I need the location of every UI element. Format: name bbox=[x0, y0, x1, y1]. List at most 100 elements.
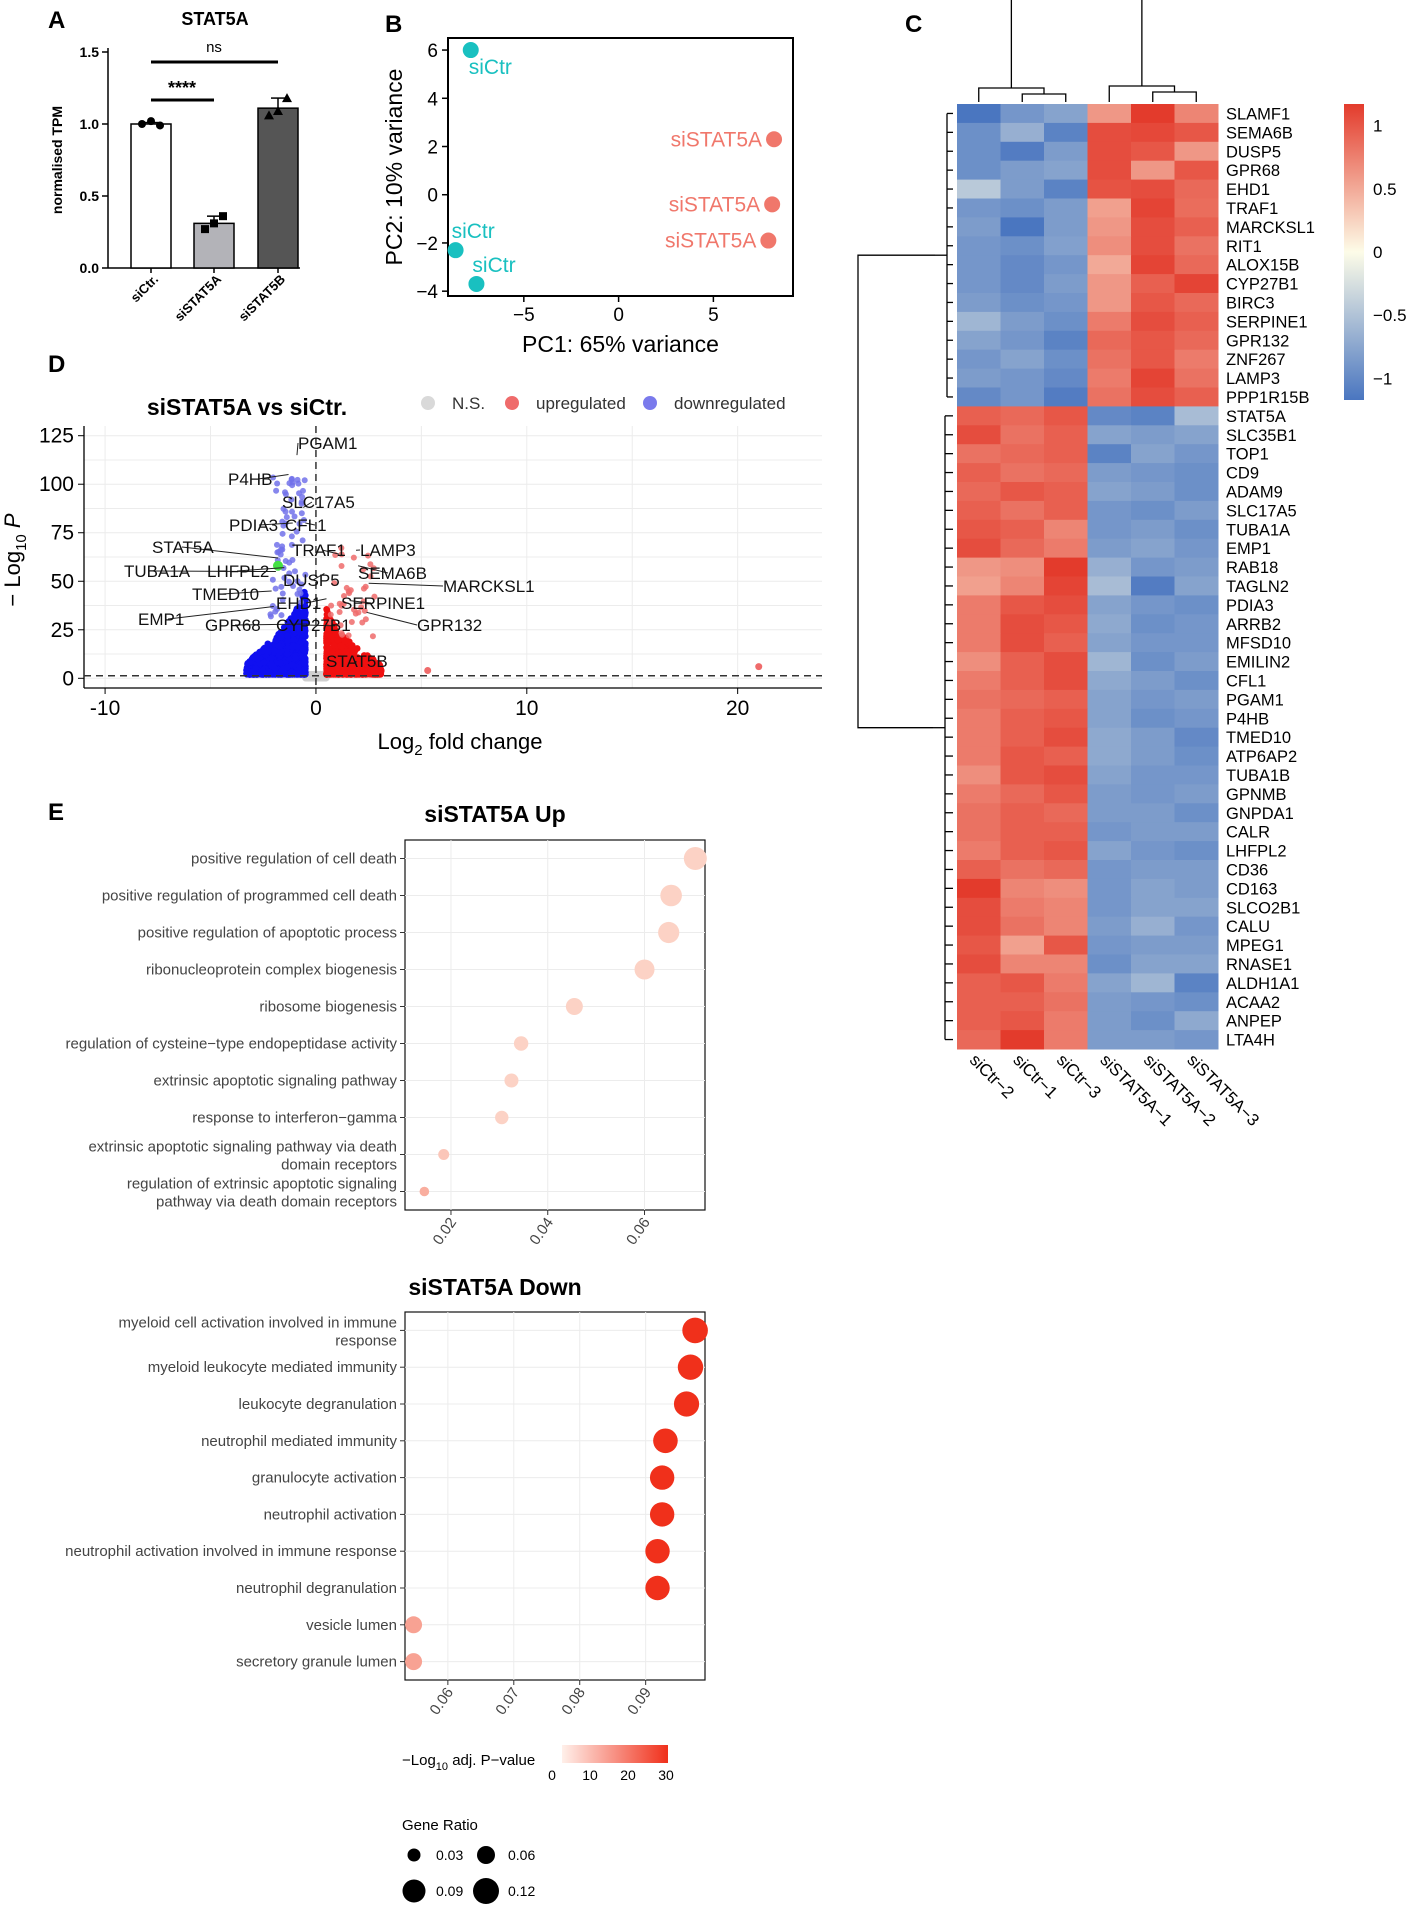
heatmap-cell bbox=[1131, 954, 1175, 974]
heatmap-cell bbox=[957, 425, 1001, 445]
heatmap-cell bbox=[1000, 387, 1045, 407]
y-tick-label: 6 bbox=[427, 41, 438, 62]
down-point bbox=[274, 605, 281, 612]
heatmap-cell bbox=[1131, 860, 1175, 880]
heatmap-cell bbox=[1000, 538, 1045, 559]
heatmap-cell bbox=[1087, 330, 1132, 351]
color-legend-title-part: −Log bbox=[402, 1752, 436, 1769]
heatmap-cell bbox=[957, 671, 1001, 691]
data-point bbox=[468, 275, 485, 292]
point-label: MARCKSL1 bbox=[443, 577, 535, 596]
heatmap-cell bbox=[1087, 841, 1132, 861]
y-tick-label: 0 bbox=[427, 186, 438, 207]
label-connector bbox=[221, 590, 272, 595]
heatmap-cell bbox=[1131, 765, 1175, 785]
term-label: pathway via death domain receptors bbox=[156, 1194, 397, 1211]
up-point bbox=[323, 605, 330, 613]
heatmap-cell bbox=[1087, 368, 1132, 388]
heatmap-cell bbox=[1131, 557, 1175, 577]
heatmap-cell bbox=[1174, 349, 1219, 370]
heatmap-cell bbox=[1131, 444, 1175, 464]
heatmap-cell bbox=[1087, 1030, 1132, 1050]
down-point bbox=[273, 487, 280, 494]
size-legend-title: Gene Ratio bbox=[402, 1817, 478, 1834]
up-point bbox=[323, 650, 330, 657]
term-label: regulation of extrinsic apoptotic signal… bbox=[127, 1176, 397, 1193]
size-legend-label: 0.03 bbox=[436, 1847, 463, 1863]
heatmap-cell bbox=[1087, 500, 1132, 521]
heatmap-cell bbox=[1000, 954, 1045, 974]
row-label: GPR132 bbox=[1226, 332, 1289, 350]
x-axis-label: PC1: 65% variance bbox=[522, 331, 719, 357]
down-point bbox=[283, 514, 290, 521]
heatmap-cell bbox=[1000, 822, 1045, 842]
up-point bbox=[364, 670, 371, 678]
point-label: TMED10 bbox=[192, 585, 259, 604]
heatmap-cell bbox=[957, 255, 1001, 275]
data-point bbox=[760, 232, 777, 249]
heatmap-cell bbox=[1000, 198, 1045, 218]
heatmap-cell bbox=[1000, 293, 1045, 313]
heatmap-cell bbox=[1174, 576, 1219, 596]
row-label: DUSP5 bbox=[1226, 143, 1281, 161]
label-connector bbox=[357, 565, 389, 574]
heatmap-cell bbox=[1131, 689, 1175, 710]
heatmap-cell bbox=[1000, 104, 1045, 124]
heatmap-cell bbox=[1087, 860, 1132, 880]
heatmap-cell bbox=[1000, 519, 1045, 540]
plot-frame bbox=[404, 1311, 706, 1681]
heatmap-cell bbox=[1087, 387, 1132, 407]
x-tick-label: 0 bbox=[310, 697, 322, 720]
up-point bbox=[371, 593, 378, 600]
size-legend-dot bbox=[477, 1846, 495, 1864]
point-label: GPR68 bbox=[205, 616, 261, 635]
heatmap-cell bbox=[1044, 425, 1088, 445]
down-point bbox=[288, 541, 295, 548]
heatmap-cell bbox=[957, 784, 1001, 804]
heatmap-cell bbox=[1087, 595, 1132, 615]
y-tick-label: 125 bbox=[39, 425, 74, 448]
heatmap-cell bbox=[1174, 671, 1219, 691]
heatmap-cell bbox=[1131, 822, 1175, 842]
down-point bbox=[269, 576, 276, 583]
column-dendrogram-branch bbox=[1108, 85, 1176, 102]
term-dot bbox=[658, 921, 680, 944]
down-point bbox=[292, 654, 299, 662]
column-dendrogram-branch bbox=[1021, 93, 1067, 102]
down-point bbox=[279, 530, 286, 537]
heatmap-cell bbox=[1044, 841, 1088, 861]
label-connector bbox=[366, 611, 418, 626]
label-connector bbox=[257, 474, 289, 480]
x-tick-label: 5 bbox=[708, 305, 719, 326]
heatmap-cell bbox=[1174, 916, 1219, 937]
term-dot bbox=[504, 1073, 519, 1088]
heatmap-cell bbox=[1131, 803, 1175, 823]
row-label: PGAM1 bbox=[1226, 691, 1284, 709]
data-point bbox=[273, 106, 283, 116]
down-point bbox=[281, 574, 288, 581]
heatmap-cell bbox=[957, 689, 1001, 710]
heatmap-cell bbox=[1174, 689, 1219, 710]
down-point bbox=[290, 636, 298, 643]
heatmap-cell bbox=[1131, 122, 1175, 143]
legend-marker bbox=[421, 396, 435, 410]
heatmap-cell bbox=[1131, 198, 1175, 218]
bar bbox=[130, 123, 172, 269]
heatmap-cell bbox=[957, 576, 1001, 596]
heatmap-cell bbox=[1131, 727, 1175, 748]
heatmap-cell bbox=[1044, 519, 1088, 540]
heatmap-cell bbox=[1000, 878, 1045, 899]
row-label: RAB18 bbox=[1226, 559, 1278, 577]
term-dot bbox=[634, 959, 655, 980]
down-point bbox=[250, 671, 258, 678]
point-label: TUBA1A bbox=[124, 562, 191, 581]
heatmap-cell bbox=[1000, 236, 1045, 256]
heatmap-cell bbox=[1174, 425, 1219, 445]
heatmap-cell bbox=[1044, 141, 1088, 162]
heatmap-cell bbox=[1044, 878, 1088, 899]
data-point bbox=[210, 219, 218, 228]
label-connector bbox=[368, 582, 444, 587]
down-point bbox=[279, 597, 286, 604]
heatmap-cell bbox=[1087, 784, 1132, 804]
term-label: vesicle lumen bbox=[306, 1617, 397, 1634]
